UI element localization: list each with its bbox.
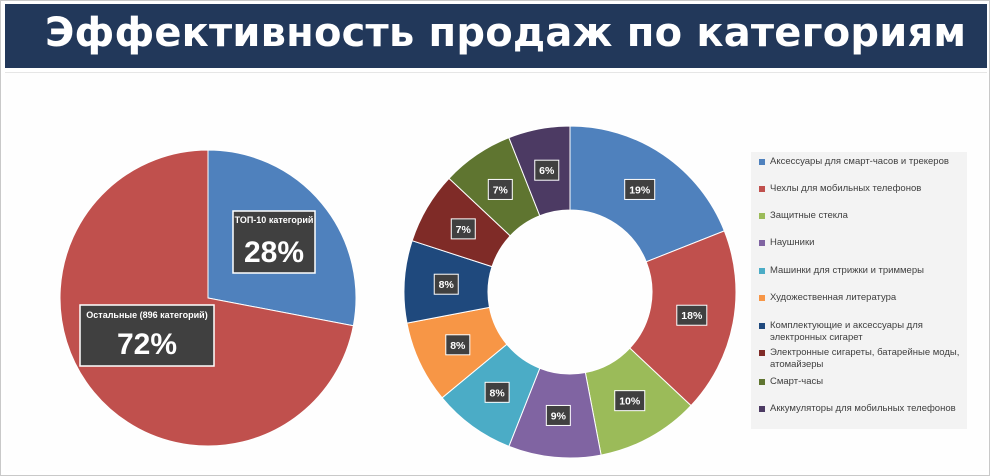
legend-swatch	[759, 350, 765, 356]
donut-legend: Аксессуары для смарт-часов и трекеров Чех…	[751, 152, 967, 429]
pie-value-label: 28%	[244, 236, 304, 269]
title-bar: Эффективность продаж по категориям	[5, 4, 987, 68]
donut-value-box	[433, 273, 459, 295]
legend-label: Художественная литература	[770, 292, 897, 303]
legend-label: Наушники	[770, 237, 815, 248]
donut-value-box	[614, 390, 646, 412]
pie-label-box	[232, 210, 316, 274]
legend-label: Комплектующие и аксессуары для электронн…	[770, 320, 923, 343]
legend-label: Аксессуары для смарт-часов и трекеров	[770, 156, 949, 167]
legend-swatch	[759, 323, 765, 329]
legend-swatch	[759, 379, 765, 385]
donut-value-label: 8%	[490, 387, 506, 399]
page-title: Эффективность продаж по категориям	[45, 10, 967, 56]
donut-value-label: 8%	[450, 340, 466, 352]
donut-value-label: 10%	[619, 396, 641, 408]
donut-value-box	[450, 218, 476, 240]
donut-value-label: 7%	[493, 184, 509, 196]
donut-value-label: 9%	[551, 410, 567, 422]
legend-swatch	[759, 186, 765, 192]
donut-value-box	[624, 178, 656, 200]
legend-swatch	[759, 213, 765, 219]
legend-label: Аккумуляторы для мобильных телефонов	[770, 403, 956, 414]
donut-value-box	[484, 381, 510, 403]
legend-label: Электронные сигареты, батарейные моды, а…	[770, 347, 960, 370]
pie-value-label: 72%	[117, 328, 177, 361]
legend-label: Чехлы для мобильных телефонов	[770, 183, 922, 194]
donut-value-label: 18%	[681, 310, 703, 322]
pie-category-label: Остальные (896 категорий)	[86, 310, 207, 320]
pie-slice	[59, 149, 354, 447]
pie-label-box	[79, 304, 215, 367]
donut-value-box	[534, 159, 560, 181]
donut-value-label: 7%	[456, 224, 472, 236]
legend-label: Защитные стекла	[770, 210, 848, 221]
donut-value-label: 19%	[629, 184, 651, 196]
legend-label: Машинки для стрижки и триммеры	[770, 265, 924, 276]
donut-value-label: 8%	[439, 279, 455, 291]
legend-label: Смарт-часы	[770, 376, 824, 387]
donut-value-label: 6%	[539, 165, 555, 177]
legend-swatch	[759, 240, 765, 246]
legend-swatch	[759, 406, 765, 412]
donut-value-box	[445, 334, 471, 356]
donut-value-box	[676, 304, 708, 326]
legend-swatch	[759, 159, 765, 165]
pie-category-label: ТОП-10 категорий	[235, 215, 314, 225]
donut-value-box	[487, 178, 513, 200]
legend-swatch	[759, 268, 765, 274]
legend-swatch	[759, 295, 765, 301]
donut-value-box	[545, 404, 571, 426]
